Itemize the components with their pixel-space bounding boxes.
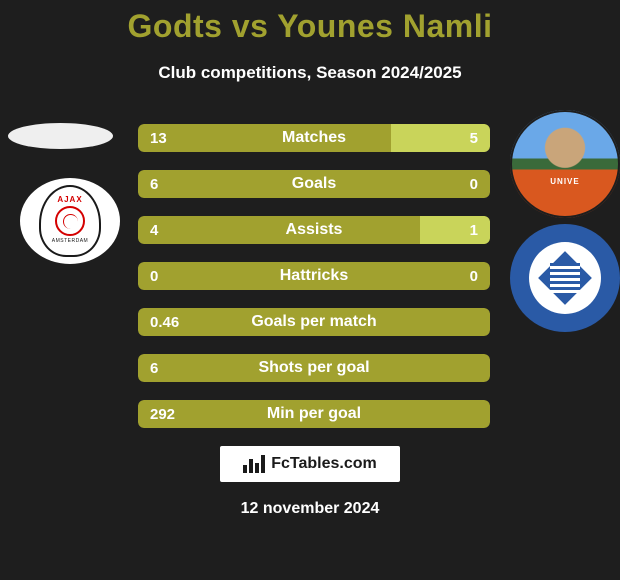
stat-label: Hattricks <box>138 267 490 285</box>
ajax-head-icon <box>55 206 85 236</box>
source-brand: FcTables.com <box>220 446 400 482</box>
stat-bar-row: 41Assists <box>138 216 490 244</box>
player-left-club-badge: AJAX AMSTERDAM <box>20 178 120 264</box>
pec-diamond-icon <box>538 251 592 305</box>
stat-bar-row: 0.46Goals per match <box>138 308 490 336</box>
stat-bar-row: 6Shots per goal <box>138 354 490 382</box>
stat-label: Matches <box>138 129 490 147</box>
player-right-photo <box>510 110 620 218</box>
brand-text: FcTables.com <box>271 455 377 473</box>
ajax-badge-icon: AJAX AMSTERDAM <box>39 185 101 257</box>
stat-label: Shots per goal <box>138 359 490 377</box>
footer-date: 12 november 2024 <box>241 500 380 518</box>
comparison-title: Godts vs Younes Namli <box>0 0 620 45</box>
stat-label: Min per goal <box>138 405 490 423</box>
player-left-photo <box>8 123 113 149</box>
brand-bars-icon <box>243 455 265 473</box>
stat-label: Goals per match <box>138 313 490 331</box>
ajax-badge-top-text: AJAX <box>57 195 82 204</box>
stat-label: Goals <box>138 175 490 193</box>
stat-bar-row: 292Min per goal <box>138 400 490 428</box>
stat-bar-row: 00Hattricks <box>138 262 490 290</box>
stat-bar-row: 60Goals <box>138 170 490 198</box>
stat-label: Assists <box>138 221 490 239</box>
pec-badge-inner <box>529 242 601 314</box>
ajax-badge-bottom-text: AMSTERDAM <box>52 238 88 244</box>
stat-bar-row: 135Matches <box>138 124 490 152</box>
player-right-club-badge: PEC ZWOLLE <box>510 224 620 332</box>
stats-bar-container: 135Matches 60Goals 41Assists 00Hattricks 0.4… <box>138 124 490 446</box>
comparison-subtitle: Club competitions, Season 2024/2025 <box>0 63 620 83</box>
